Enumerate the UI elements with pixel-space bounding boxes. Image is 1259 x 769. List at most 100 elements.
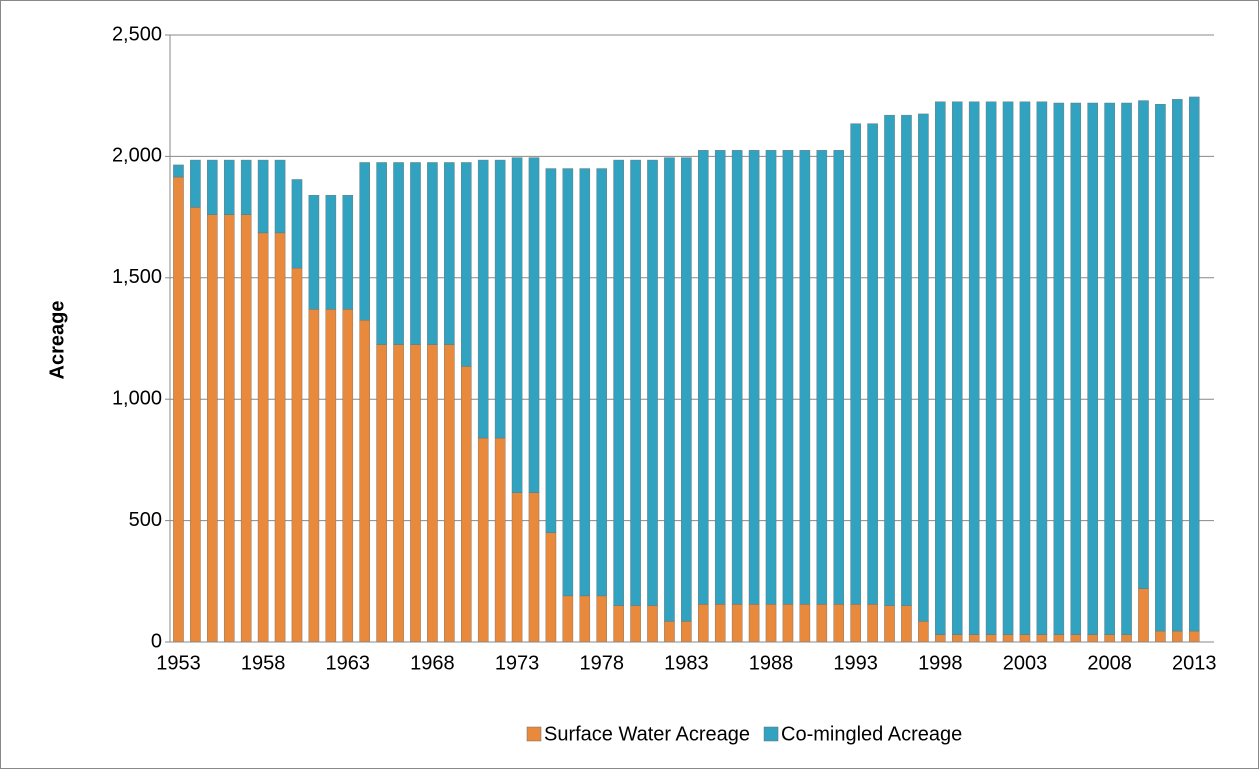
bar-segment: [951, 634, 963, 643]
bar-segment: [596, 595, 607, 643]
bar-segment: [528, 492, 540, 643]
bar-segment: [985, 101, 997, 635]
bar-segment: [748, 604, 760, 643]
bar-segment: [173, 176, 184, 643]
bar-segment: [291, 179, 303, 269]
bar-segment: [816, 604, 828, 643]
bar-segment: [427, 162, 438, 345]
bar-segment: [257, 159, 269, 234]
x-tick-label: 1968: [410, 652, 455, 674]
bar-segment: [393, 344, 404, 643]
x-tick-label: 1988: [749, 652, 794, 674]
bar-segment: [511, 492, 523, 643]
bar-segment: [968, 634, 980, 643]
bar-segment: [1188, 96, 1200, 632]
bar-segment: [1121, 634, 1132, 643]
bar-segment: [884, 114, 895, 606]
y-axis-title: Acreage: [46, 301, 68, 380]
bar-segment: [393, 162, 404, 345]
bar-segment: [799, 150, 811, 605]
bar-segment: [274, 159, 286, 234]
bar-segment: [494, 437, 506, 643]
bar-segment: [731, 150, 743, 605]
bar-segment: [647, 605, 658, 643]
bar-segment: [698, 150, 709, 605]
bar-segment: [985, 634, 997, 643]
x-tick-label: 1958: [241, 652, 286, 674]
bar-segment: [427, 344, 438, 643]
bar-segment: [1087, 102, 1098, 635]
bar-segment: [884, 605, 895, 643]
bar-segment: [1002, 634, 1014, 643]
bar-segment: [359, 162, 370, 321]
legend-label: Co-mingled Acreage: [781, 723, 962, 745]
bar-segment: [207, 159, 218, 215]
y-tick-label: 1,000: [112, 387, 162, 409]
x-tick-label: 1953: [156, 652, 201, 674]
bar-segment: [681, 157, 692, 622]
bar-segment: [935, 101, 946, 635]
bar-segment: [1087, 634, 1098, 643]
bar-segment: [850, 604, 861, 643]
bar-segment: [765, 150, 777, 605]
bar-segment: [477, 159, 489, 439]
bar-segment: [257, 232, 269, 643]
x-tick-label: 1983: [664, 652, 709, 674]
bar-segment: [799, 604, 811, 643]
bar-segment: [1070, 634, 1082, 643]
bar-segment: [376, 162, 387, 345]
bar-segment: [223, 214, 235, 643]
bar-segment: [190, 159, 201, 208]
x-tick-label: 2003: [1003, 652, 1048, 674]
bar-segment: [935, 634, 946, 643]
bar-segment: [545, 168, 557, 533]
bar-segment: [647, 159, 658, 606]
bar-segment: [562, 168, 574, 597]
bar-segment: [173, 164, 184, 178]
bar-segment: [1036, 101, 1048, 635]
bar-segment: [782, 150, 794, 605]
bar-segment: [342, 309, 354, 643]
bar-segment: [731, 604, 743, 643]
bar-segment: [291, 267, 303, 643]
bar-segment: [410, 162, 421, 345]
bar-segment: [901, 605, 912, 643]
bar-segment: [190, 207, 201, 643]
bar-segment: [325, 195, 337, 310]
bar-segment: [444, 344, 455, 643]
x-tick-label: 2013: [1172, 652, 1217, 674]
bar-segment: [951, 101, 963, 635]
bar-segment: [1155, 630, 1166, 643]
x-tick-label: 2008: [1087, 652, 1132, 674]
bar-segment: [714, 604, 726, 643]
legend-label: Surface Water Acreage: [544, 723, 750, 745]
bar-segment: [1019, 101, 1031, 635]
y-tick-label: 2,000: [112, 145, 162, 167]
bar-segment: [918, 621, 929, 643]
bar-segment: [1070, 102, 1082, 635]
y-tick-label: 2,500: [112, 23, 162, 45]
x-tick-label: 1993: [833, 652, 878, 674]
bar-segment: [1053, 634, 1065, 643]
bar-segment: [460, 162, 472, 367]
bar-segment: [630, 159, 641, 606]
bar-segment: [308, 195, 320, 310]
bar-segment: [308, 309, 320, 643]
bar-segment: [1172, 630, 1183, 643]
bar-segment: [528, 157, 540, 493]
x-tick-label: 1978: [579, 652, 624, 674]
bar-segment: [494, 159, 506, 439]
legend-swatch: [526, 726, 542, 742]
bar-segment: [968, 101, 980, 635]
x-tick-label: 1998: [918, 652, 963, 674]
bar-segment: [1155, 103, 1166, 632]
bar-segment: [223, 159, 235, 215]
bar-segment: [325, 309, 337, 643]
bar-segment: [833, 604, 845, 643]
bar-segment: [1036, 634, 1048, 643]
x-tick-label: 1973: [495, 652, 540, 674]
bar-segment: [579, 168, 591, 597]
bar-segment: [460, 366, 472, 643]
